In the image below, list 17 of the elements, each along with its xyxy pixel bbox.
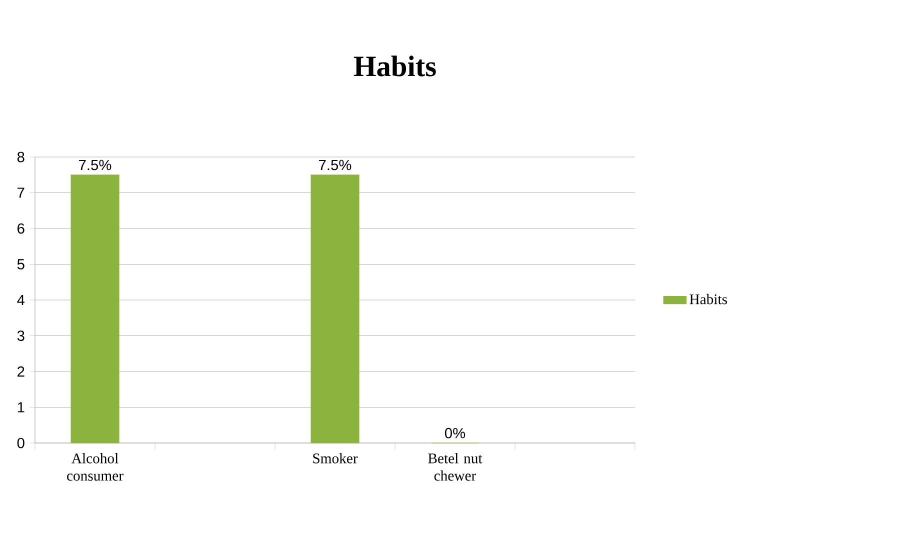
y-tick-label: 3	[17, 330, 24, 341]
x-tick-label: Smoker	[313, 453, 358, 464]
x-tick-label: Betel nut chewer	[428, 453, 482, 481]
y-tick-label: 5	[17, 259, 24, 270]
y-tick-label: 4	[17, 294, 25, 306]
data-label: 7.5%	[79, 160, 112, 170]
y-tick-label: 0	[17, 438, 24, 448]
data-label: 7.5%	[319, 160, 352, 170]
chart-title: Habits	[354, 56, 436, 76]
legend-label: Habits	[690, 294, 727, 304]
x-tick-label: Alcohol consumer	[67, 453, 124, 481]
y-tick-label: 7	[18, 188, 24, 198]
y-tick-label: 6	[18, 223, 24, 234]
y-tick-label: 2	[18, 366, 24, 377]
y-tick-label: 1	[18, 402, 24, 412]
y-tick-label: 8	[17, 152, 24, 162]
data-label: 0%	[444, 428, 466, 438]
